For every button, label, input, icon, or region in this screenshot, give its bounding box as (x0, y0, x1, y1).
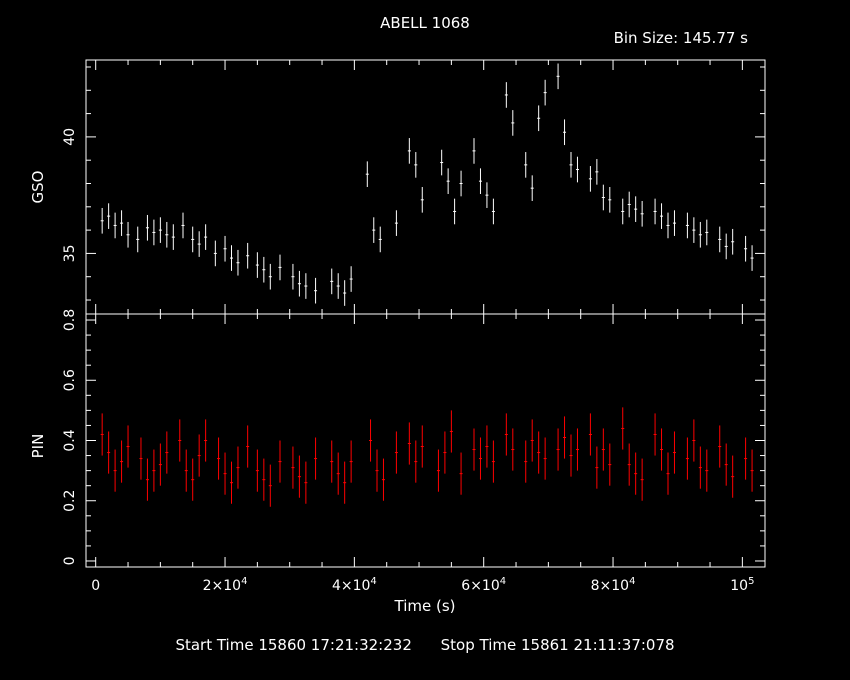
pin-xtick-label: 6×104 (461, 576, 506, 594)
gso-ytick-label: 40 (62, 128, 78, 146)
x-axis-label: Time (s) (394, 597, 456, 615)
pin-ytick-label: 0 (62, 557, 78, 566)
start-time: Start Time 15860 17:21:32:232 (175, 636, 412, 654)
pin-ytick-label: 0.2 (62, 490, 78, 512)
pin-xtick-label: 0 (91, 578, 100, 594)
stop-time: Stop Time 15861 21:11:37:078 (440, 636, 675, 654)
pin-xtick-label: 8×104 (591, 576, 636, 594)
bin-size-label: Bin Size: 145.77 s (613, 29, 748, 47)
gso-panel: 35 40 (62, 59, 766, 315)
pin-axis-label: PIN (29, 433, 47, 459)
pin-ytick-label: 0.8 (62, 309, 78, 331)
gso-axis-label: GSO (29, 170, 47, 204)
chart-title: ABELL 1068 (380, 14, 470, 32)
pin-ytick-label: 0.4 (62, 429, 78, 451)
pin-xtick-label: 4×104 (332, 576, 377, 594)
pin-ytick-label: 0.6 (62, 369, 78, 391)
gso-ytick-label: 35 (62, 244, 78, 262)
time-footer: Start Time 15860 17:21:32:232 Stop Time … (0, 636, 850, 654)
pin-xtick-label: 2×104 (203, 576, 248, 594)
pin-panel: 0 0.2 0.4 0.6 0.8 0 2×104 4×104 6×104 8×104 105 (62, 309, 766, 594)
pin-xtick-label: 105 (730, 576, 754, 594)
